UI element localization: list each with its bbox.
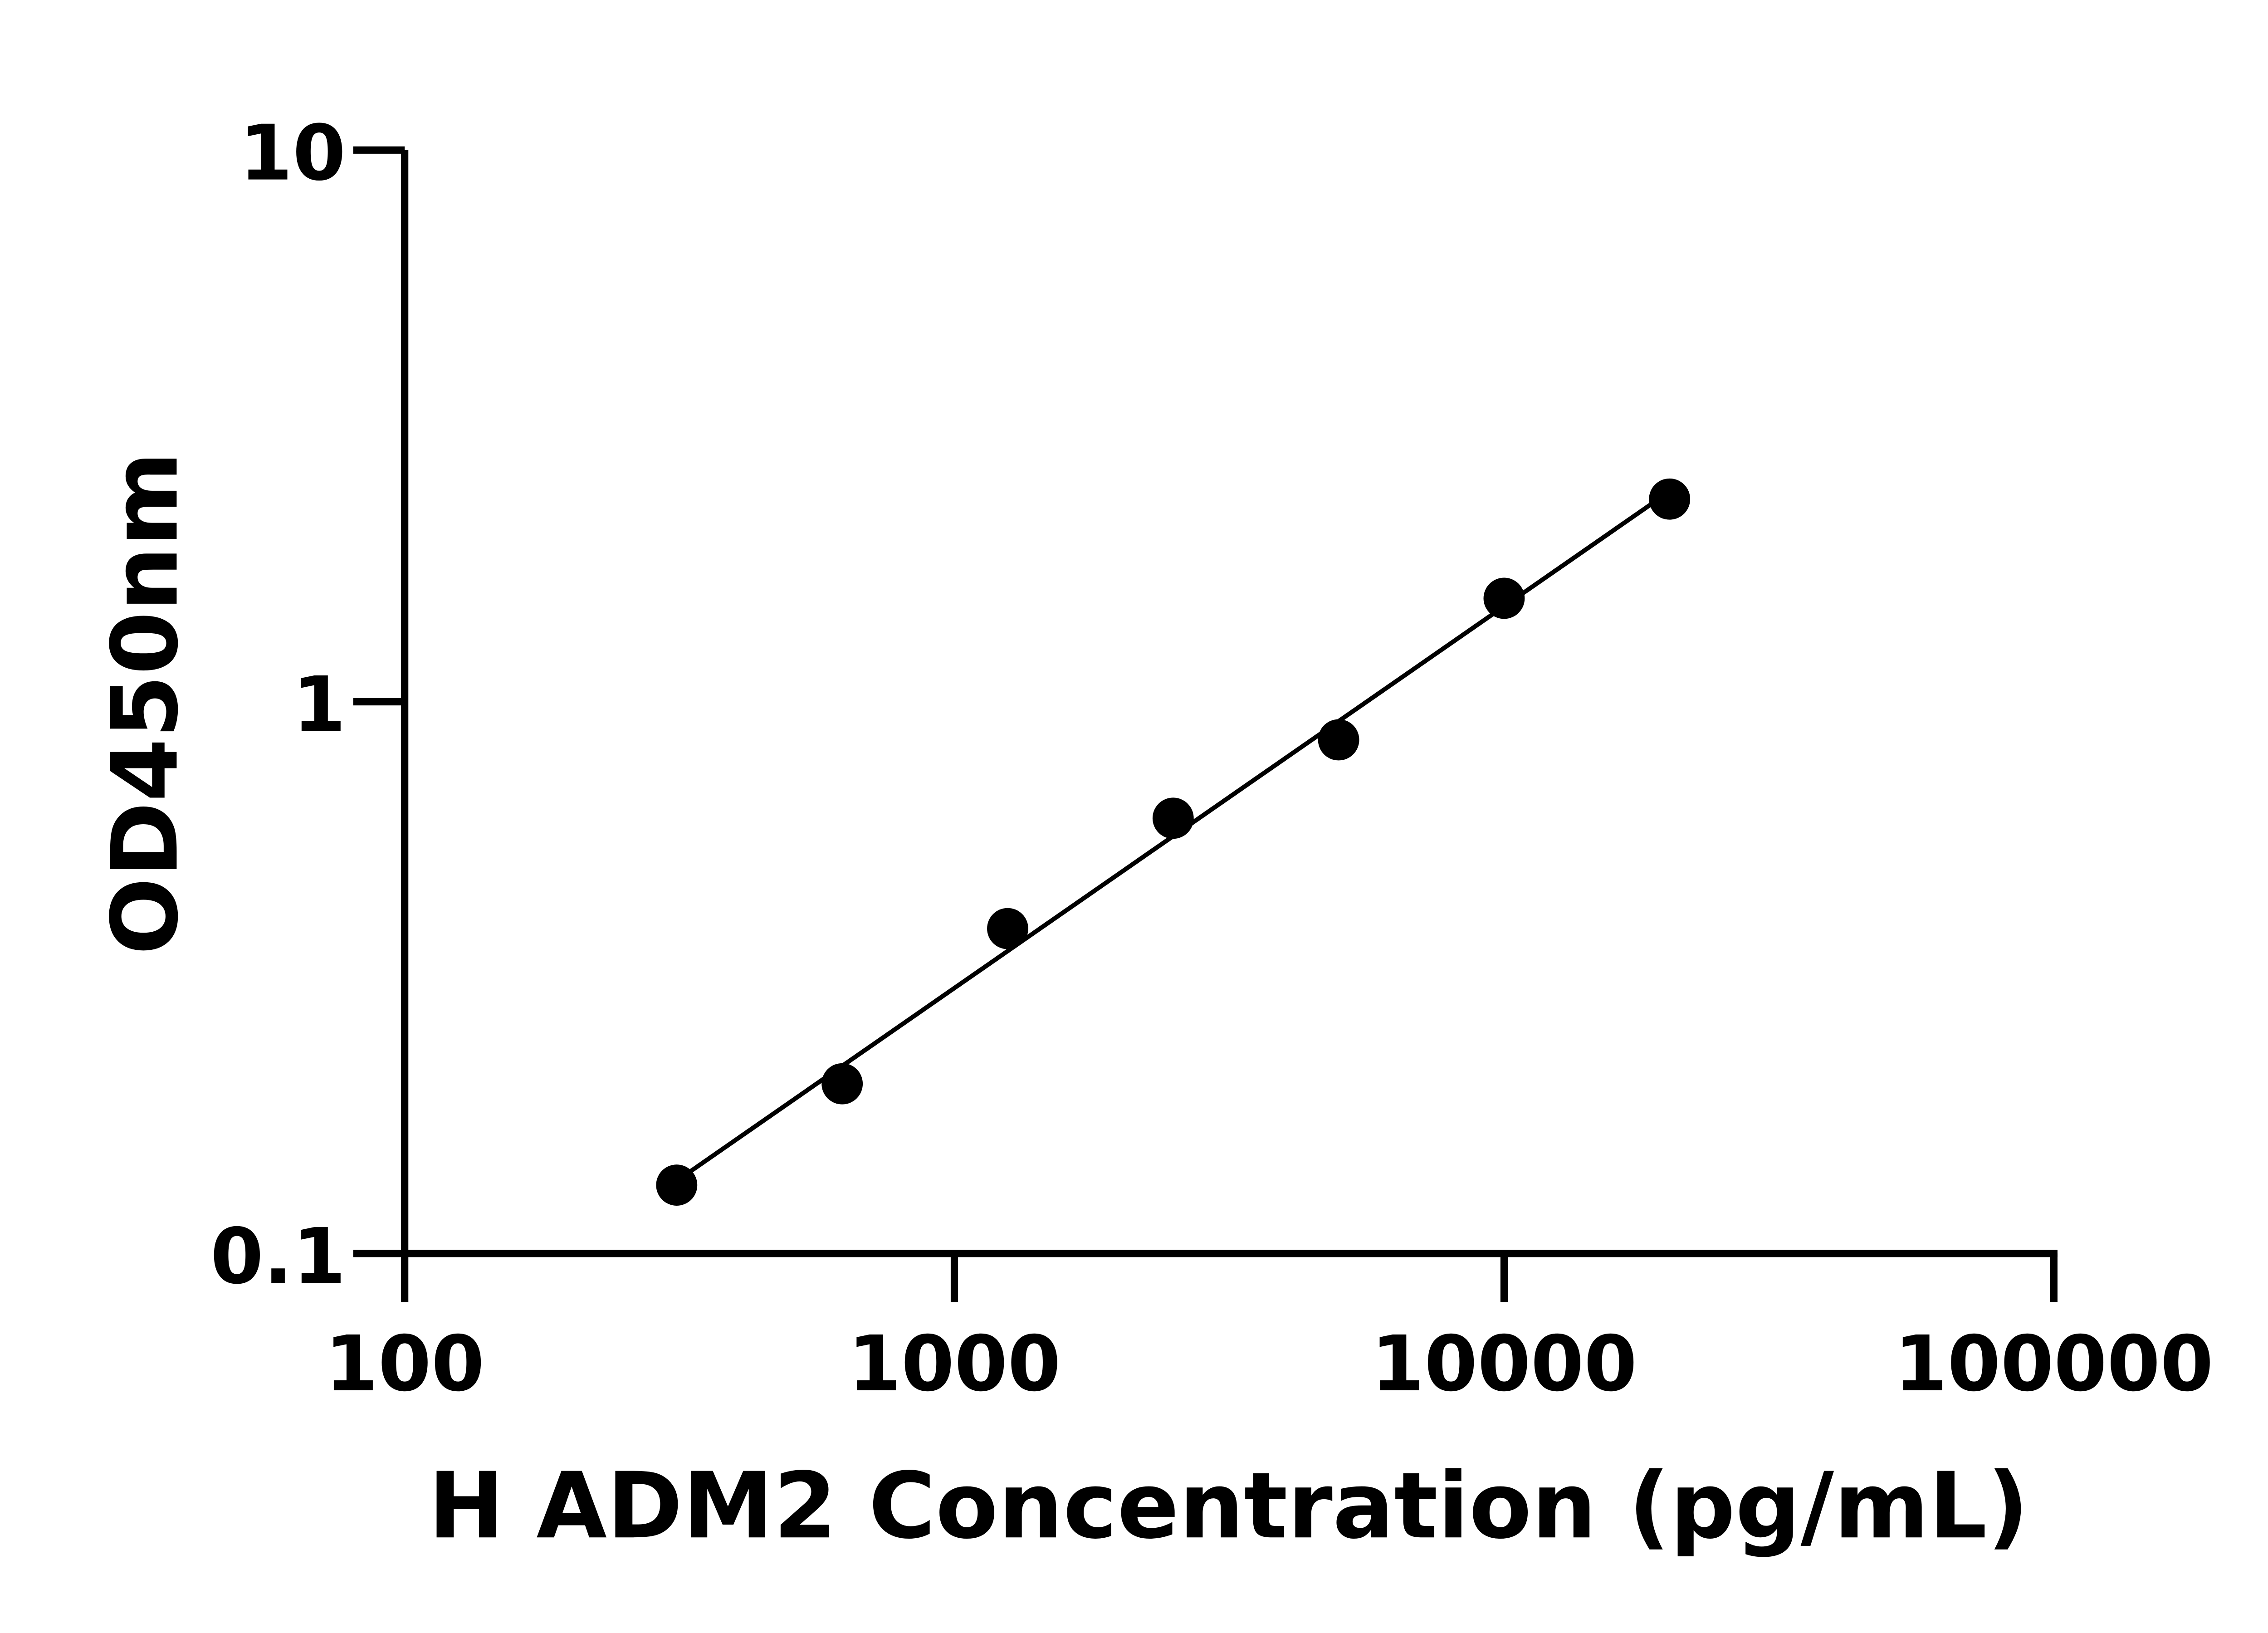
x-tick-label: 10000: [1371, 1319, 1637, 1408]
x-tick-label: 100: [325, 1319, 484, 1408]
data-point: [1152, 797, 1194, 839]
y-tick-label: 0.1: [210, 1212, 346, 1301]
x-tick-label: 1000: [848, 1319, 1061, 1408]
data-point: [821, 1063, 863, 1105]
y-tick-label: 10: [240, 108, 346, 198]
data-points: [656, 478, 1691, 1206]
y-axis-label: OD450nm: [92, 451, 198, 955]
x-tick-label: 100000: [1894, 1319, 2214, 1408]
data-point: [1649, 478, 1691, 520]
axes: 0.1 1 10 100 1000 10000 100000: [210, 108, 2214, 1408]
data-point: [987, 908, 1028, 949]
x-axis-label: H ADM2 Concentration (pg/mL): [428, 1453, 2029, 1559]
y-tick-label: 1: [293, 660, 346, 749]
data-point: [1318, 719, 1359, 761]
data-point: [1483, 577, 1525, 619]
data-point: [656, 1164, 698, 1206]
